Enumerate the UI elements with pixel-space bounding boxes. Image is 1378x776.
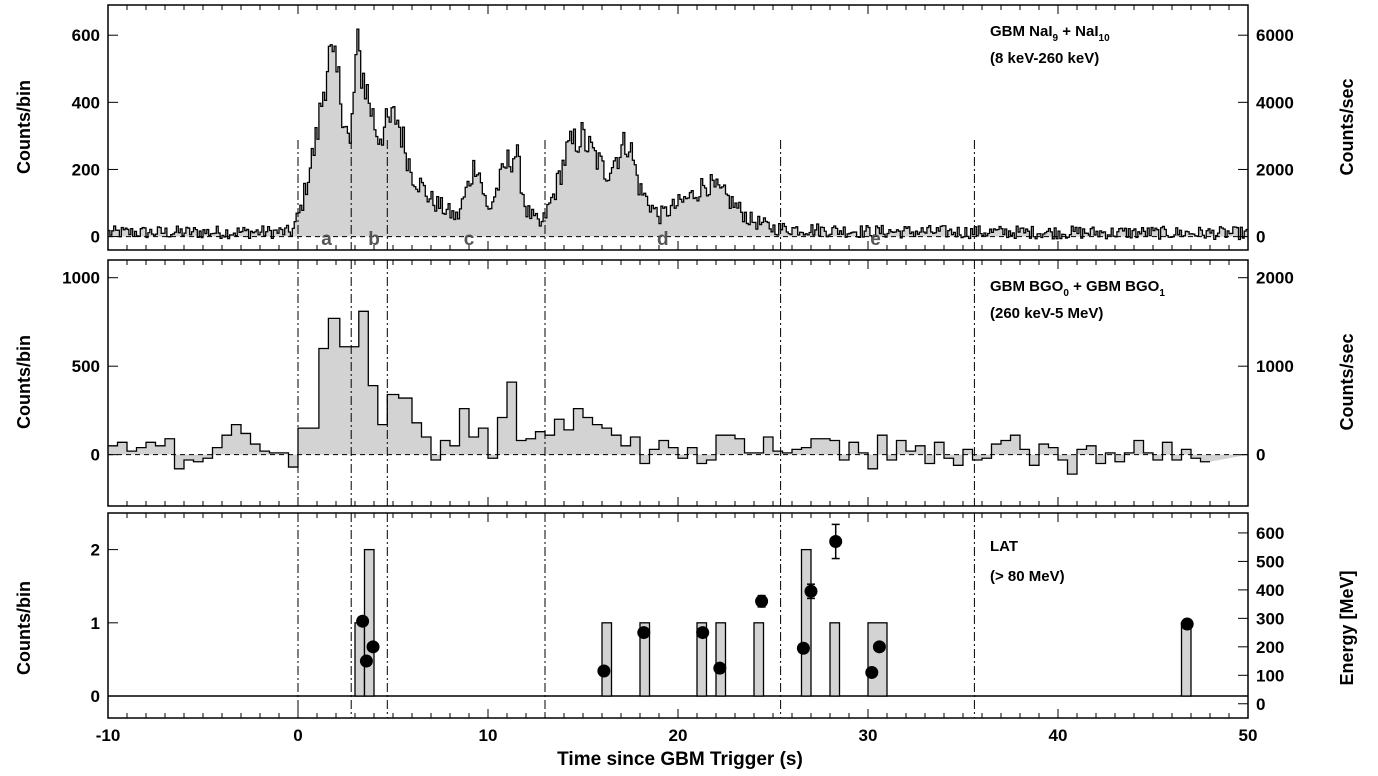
lat-panel-frame xyxy=(107,512,1249,719)
lat-photon-energy-point xyxy=(804,584,818,598)
lat-count-bar xyxy=(867,622,888,697)
lat-right-y-tick-label: 100 xyxy=(1256,666,1284,685)
nai-left-y-tick-label: 0 xyxy=(91,228,100,247)
x-tick-label: 0 xyxy=(293,726,302,745)
bgo-left-y-tick-label: 500 xyxy=(72,357,100,376)
phase-label-b: b xyxy=(368,229,380,250)
phase-label-e: e xyxy=(870,229,881,250)
nai-ylabel-left: Counts/bin xyxy=(14,80,34,174)
x-tick-label: 10 xyxy=(479,726,498,745)
lat-photon-energy-point xyxy=(829,534,843,548)
shared-x-axis: -10 0 10 20 30 40 50 xyxy=(96,726,1258,745)
lat-photon-energy-point xyxy=(637,626,651,640)
x-tick-label: -10 xyxy=(96,726,121,745)
lat-events-panel: 0 1 2 0 100 200 300 400 500 600 xyxy=(91,512,1284,719)
phase-label-c: c xyxy=(464,229,475,250)
lat-photon-energy-point xyxy=(755,594,769,608)
lat-count-bar xyxy=(601,622,613,697)
x-tick-label: 50 xyxy=(1239,726,1258,745)
lat-photon-energy-point xyxy=(359,654,373,668)
lat-count-bar xyxy=(715,622,727,697)
lat-ylabel-left: Counts/bin xyxy=(14,581,34,675)
phase-label-d: d xyxy=(657,229,669,250)
lat-count-bar xyxy=(639,622,651,697)
nai-legend-line2: (8 keV-260 keV) xyxy=(990,50,1099,67)
lat-count-bar xyxy=(800,548,812,697)
bgo-left-y-tick-label: 1000 xyxy=(62,269,100,288)
bgo-ylabel-left: Counts/bin xyxy=(14,335,34,429)
bgo-light-curve-panel: 0 500 1000 0 1000 2000 xyxy=(62,259,1294,507)
phase-label-a: a xyxy=(321,229,332,250)
bgo-legend-line2: (260 keV-5 MeV) xyxy=(990,305,1103,322)
bgo-right-y-tick-label: 0 xyxy=(1256,446,1265,465)
nai-right-y-tick-label: 6000 xyxy=(1256,26,1294,45)
lat-ylabel-right: Energy [MeV] xyxy=(1337,570,1357,685)
lat-count-bar xyxy=(696,622,708,697)
phase-boundary-lines xyxy=(297,140,975,718)
bgo-left-y-tick-label: 0 xyxy=(91,446,100,465)
lat-photon-energy-point xyxy=(1180,617,1194,631)
lat-photon-energy-point xyxy=(366,640,380,654)
lat-photon-energy-point xyxy=(872,640,886,654)
lat-photon-energy-point xyxy=(865,665,879,679)
x-tick-label: 40 xyxy=(1049,726,1068,745)
nai-right-y-tick-label: 2000 xyxy=(1256,160,1294,179)
lat-right-y-tick-label: 400 xyxy=(1256,581,1284,600)
nai-left-y-tick-label: 200 xyxy=(72,160,100,179)
lat-count-bar xyxy=(829,622,841,697)
x-tick-label: 20 xyxy=(669,726,688,745)
lat-right-y-tick-label: 300 xyxy=(1256,609,1284,628)
bgo-histogram-fill xyxy=(108,311,1248,475)
nai-ylabel-right: Counts/sec xyxy=(1337,78,1357,175)
lat-right-y-tick-label: 200 xyxy=(1256,638,1284,657)
lat-photon-energy-point xyxy=(796,641,810,655)
nai-right-y-tick-label: 0 xyxy=(1256,228,1265,247)
lat-count-bar xyxy=(1180,622,1192,697)
bgo-ylabel-right: Counts/sec xyxy=(1337,333,1357,430)
lat-photon-energy-point xyxy=(696,626,710,640)
nai-left-y-tick-label: 400 xyxy=(72,93,100,112)
bgo-right-y-tick-label: 1000 xyxy=(1256,357,1294,376)
bgo-legend-line1: GBM BGO0 + GBM BGO1 xyxy=(990,278,1165,299)
lat-photon-energy-point xyxy=(597,664,611,678)
lat-left-y-tick-label: 0 xyxy=(91,687,100,706)
lat-left-y-tick-label: 2 xyxy=(91,541,100,560)
lat-right-y-tick-label: 500 xyxy=(1256,552,1284,571)
x-tick-label: 30 xyxy=(859,726,878,745)
lat-count-bar xyxy=(753,622,765,697)
lat-photon-energy-point xyxy=(713,661,727,675)
lat-left-y-tick-label: 1 xyxy=(91,614,100,633)
nai-right-y-tick-label: 4000 xyxy=(1256,93,1294,112)
lat-right-y-tick-label: 600 xyxy=(1256,524,1284,543)
lat-right-y-tick-label: 0 xyxy=(1256,695,1265,714)
nai-histogram-fill xyxy=(108,29,1248,240)
lat-photon-energy-point xyxy=(356,614,370,628)
nai-legend-line1: GBM NaI9 + NaI10 xyxy=(990,23,1110,44)
lat-legend-line2: (> 80 MeV) xyxy=(990,568,1065,585)
lat-legend-line1: LAT xyxy=(990,538,1018,555)
bgo-histogram-line xyxy=(108,310,1210,475)
bgo-right-y-tick-label: 2000 xyxy=(1256,269,1294,288)
x-axis-title: Time since GBM Trigger (s) xyxy=(557,749,803,770)
nai-left-y-tick-label: 600 xyxy=(72,26,100,45)
